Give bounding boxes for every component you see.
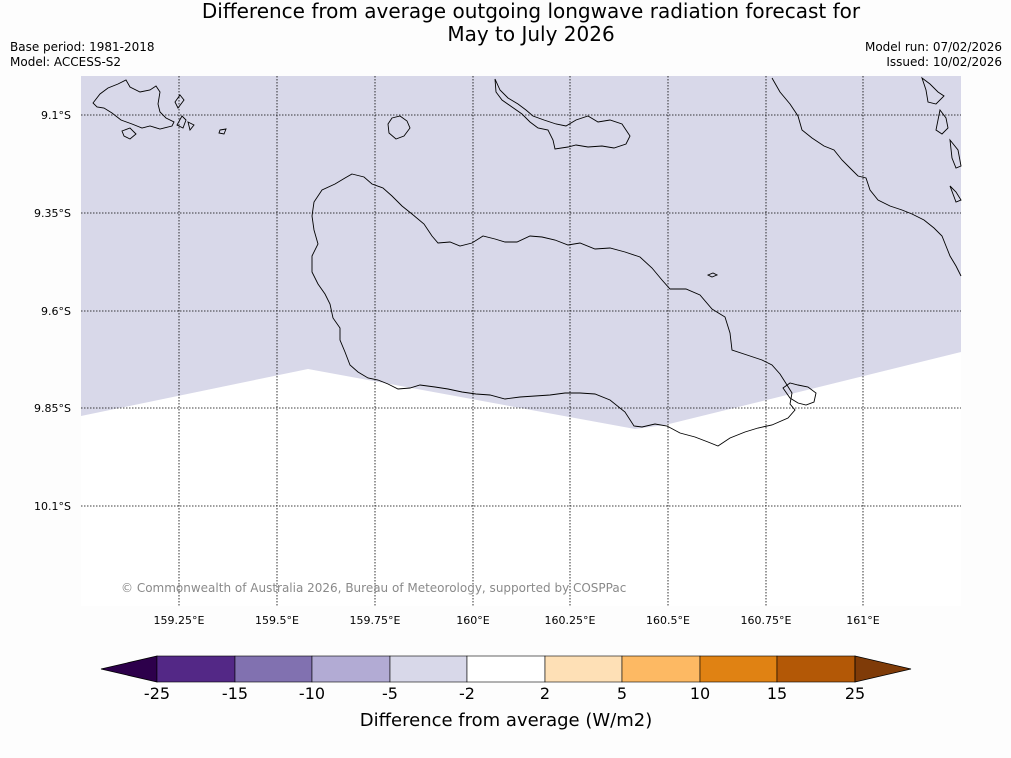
- colorbar-segment: [776, 655, 856, 683]
- lon-label: 160.75°E: [741, 614, 792, 627]
- lat-label: 10.1°S: [34, 500, 71, 513]
- gridlines: [81, 76, 961, 606]
- map-title-line2: May to July 2026: [447, 22, 615, 46]
- meta-left: Base period: 1981-2018 Model: ACCESS-S2: [10, 40, 155, 70]
- base-period-text: Base period: 1981-2018: [10, 40, 155, 54]
- lon-label: 159.5°E: [255, 614, 299, 627]
- model-run-text: Model run: 07/02/2026: [864, 40, 1002, 54]
- lon-label: 159.25°E: [154, 614, 205, 627]
- colorbar-tick: 2: [540, 684, 550, 703]
- colorbar-tick: -10: [299, 684, 325, 703]
- model-text: Model: ACCESS-S2: [10, 55, 122, 69]
- far-ne-islands: [921, 76, 962, 203]
- colorbar: [100, 655, 912, 683]
- colorbar-segment: [234, 655, 313, 683]
- colorbar-tick: -15: [222, 684, 248, 703]
- lon-label: 160.5°E: [646, 614, 690, 627]
- colorbar-extend-high: [854, 655, 912, 683]
- colorbar-tick: 25: [845, 684, 865, 703]
- colorbar-label: Difference from average (W/m2): [360, 710, 652, 731]
- lon-labels: 159.25°E 159.5°E 159.75°E 160°E 160.25°E…: [154, 614, 880, 627]
- colorbar-ticks: -25 -15 -10 -5 -2 2 5 10 15 25: [144, 684, 865, 703]
- lat-label: 9.1°S: [41, 109, 71, 122]
- ne-coastline: [771, 77, 962, 277]
- colorbar-segment: [389, 655, 468, 683]
- colorbar-tick: -5: [382, 684, 398, 703]
- lon-label: 160°E: [456, 614, 489, 627]
- north-islands: [494, 78, 631, 150]
- colorbar-extend-low: [100, 655, 158, 683]
- colorbar-segment: [156, 655, 236, 683]
- main-island-coastline: [311, 173, 796, 447]
- colorbar-tick: -2: [459, 684, 475, 703]
- colorbar-segment: [466, 655, 546, 683]
- colorbar-segment: [621, 655, 701, 683]
- colorbar-tick: 5: [617, 684, 627, 703]
- map-title-line1: Difference from average outgoing longwav…: [201, 0, 861, 23]
- east-cape-islets: [782, 382, 817, 406]
- meta-right: Model run: 07/02/2026 Issued: 10/02/2026: [865, 40, 1002, 70]
- colorbar-segment: [544, 655, 623, 683]
- small-islet: [706, 272, 719, 278]
- colorbar-segment: [311, 655, 391, 683]
- colorbar-tick: -25: [144, 684, 170, 703]
- lat-label: 9.6°S: [41, 305, 71, 318]
- issued-text: Issued: 10/02/2026: [886, 55, 1002, 69]
- lat-labels: 9.1°S 9.35°S 9.6°S 9.85°S 10.1°S: [34, 109, 71, 513]
- lon-label: 160.25°E: [545, 614, 596, 627]
- lat-label: 9.85°S: [34, 402, 71, 415]
- copyright-text: © Commonwealth of Australia 2026, Bureau…: [121, 581, 626, 595]
- lon-label: 161°E: [846, 614, 879, 627]
- lon-label: 159.75°E: [350, 614, 401, 627]
- colorbar-segment: [699, 655, 778, 683]
- nw-rock-island: [387, 115, 411, 140]
- lat-label: 9.35°S: [34, 207, 71, 220]
- colorbar-tick: 15: [767, 684, 787, 703]
- shaded-region: [81, 76, 961, 429]
- colorbar-tick: 10: [690, 684, 710, 703]
